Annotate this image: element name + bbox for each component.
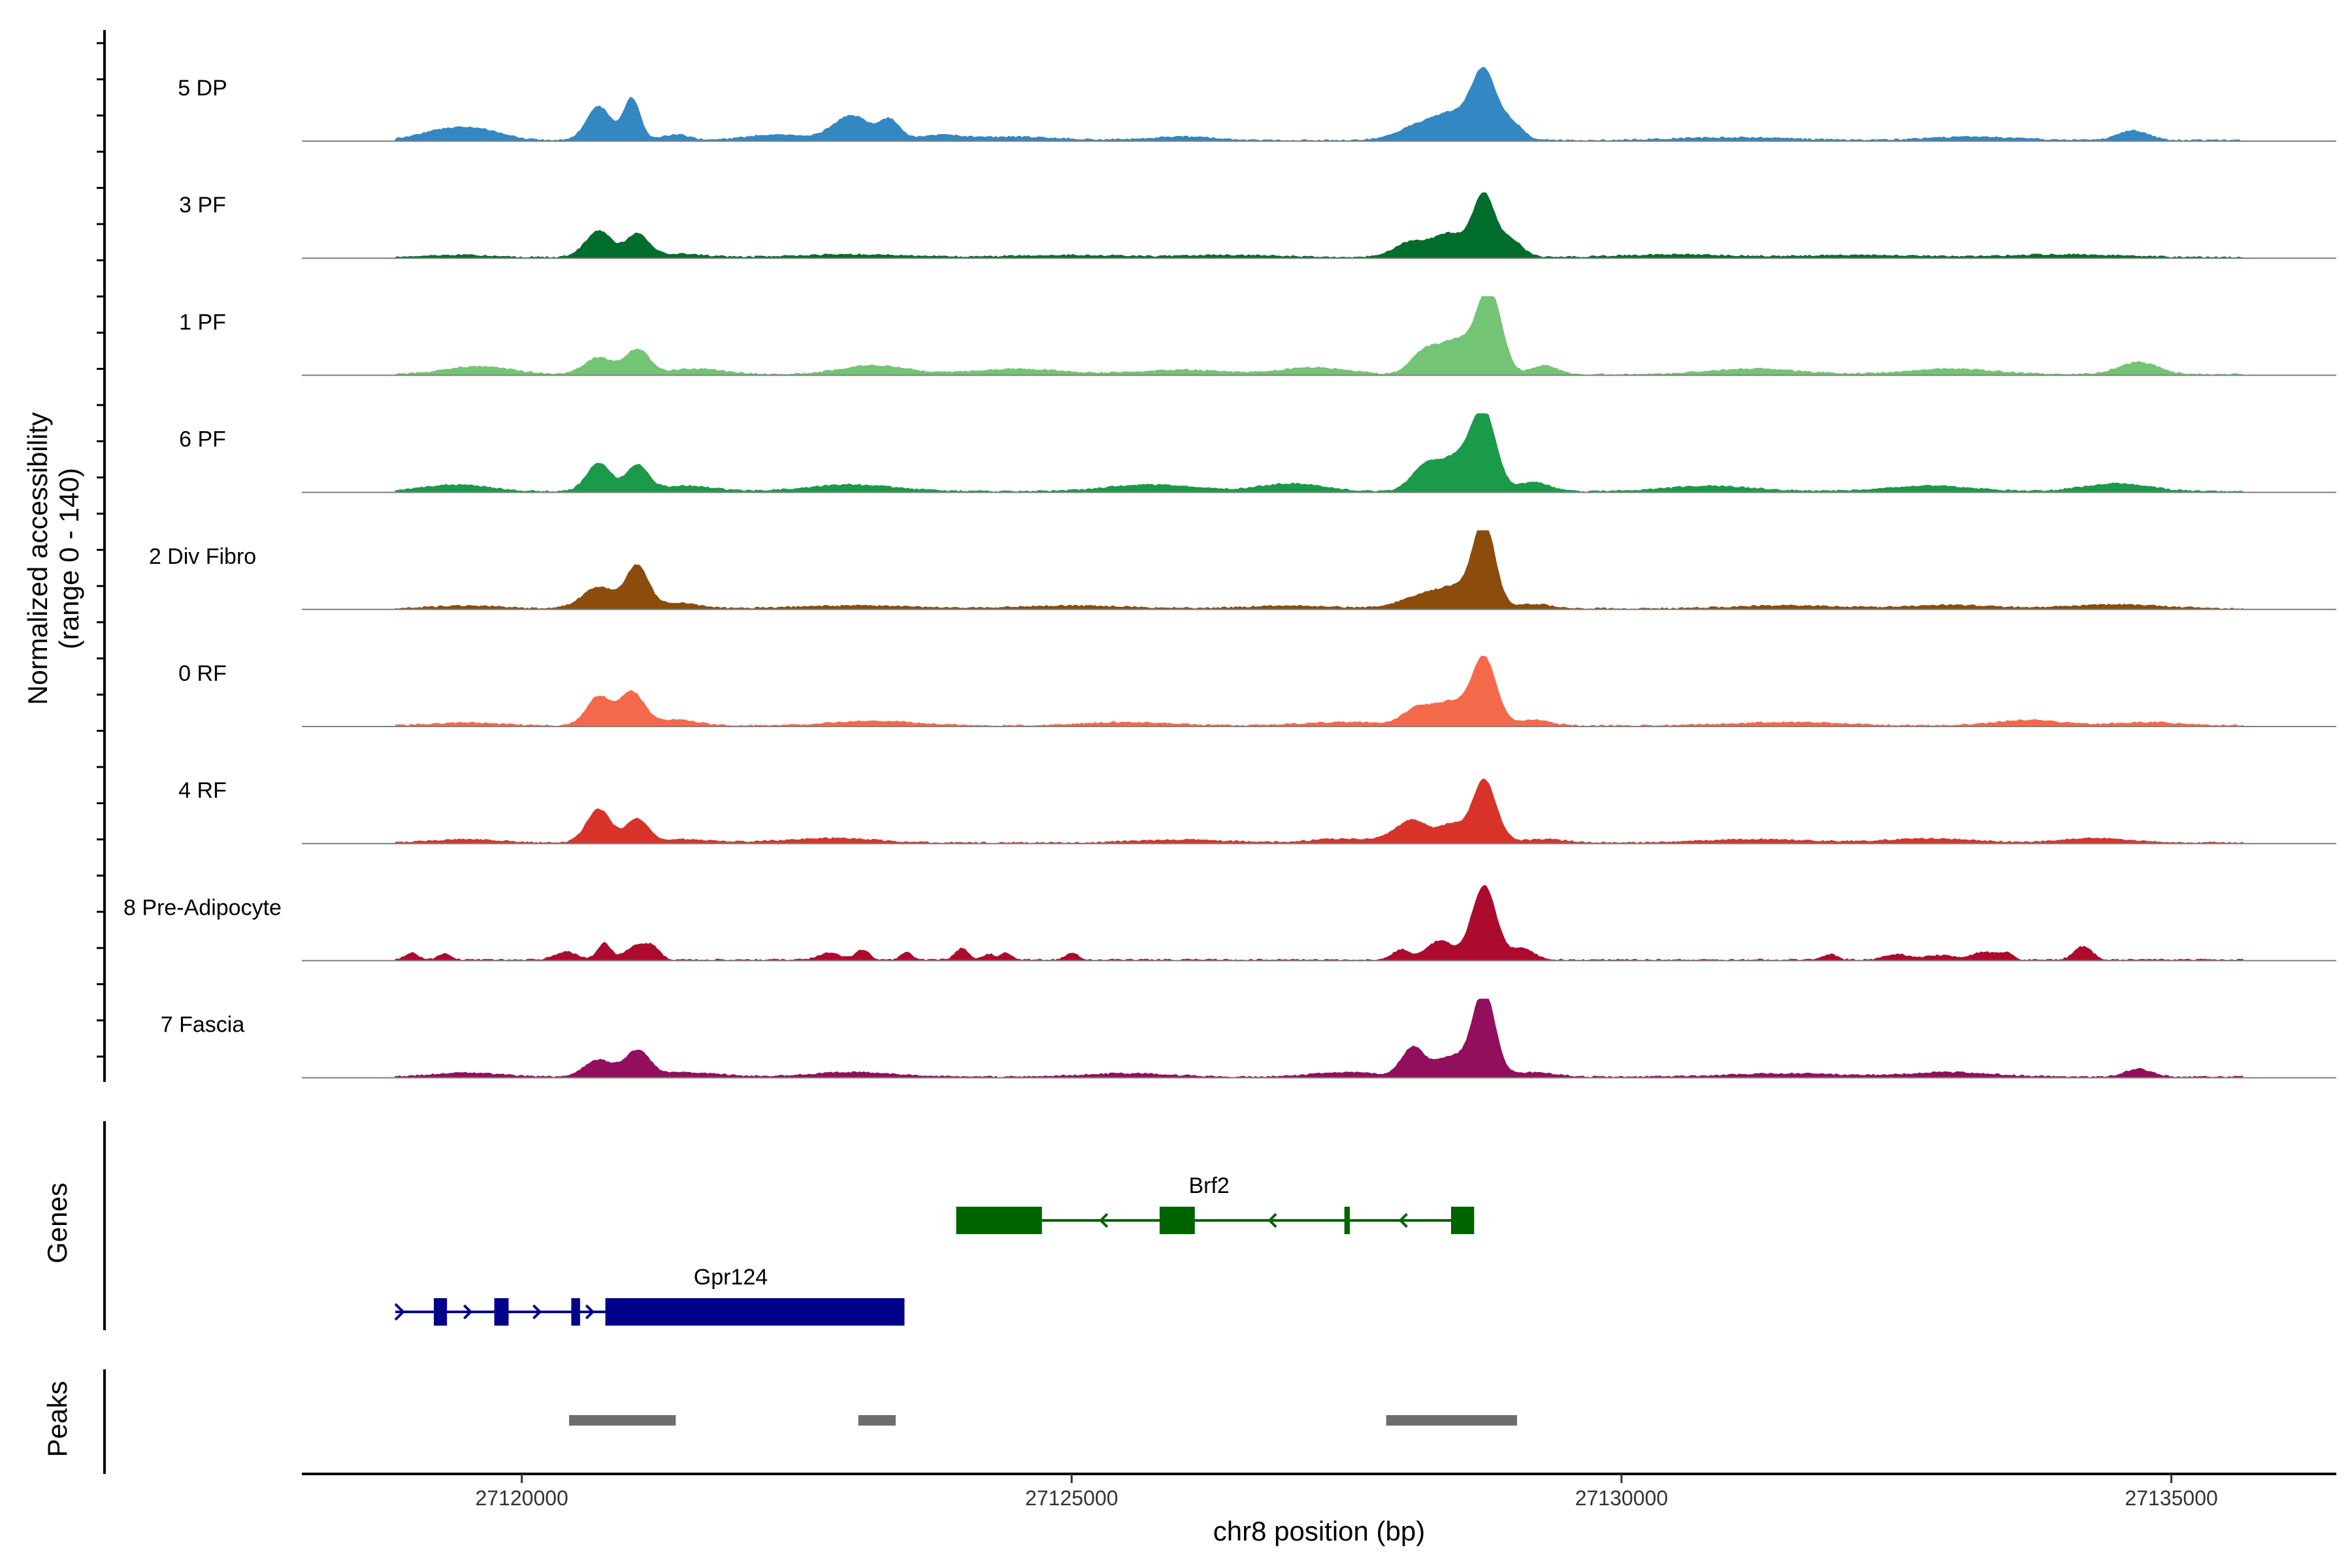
- gene-label: Gpr124: [694, 1265, 768, 1290]
- coverage-track: 3 PF: [179, 192, 2336, 259]
- gene-exon: [571, 1298, 580, 1326]
- genes-panel: Brf2 Gpr124: [394, 1173, 1475, 1326]
- strand-arrow: [1398, 1213, 1408, 1228]
- strand-arrow: [1099, 1213, 1109, 1228]
- x-axis-title: chr8 position (bp): [1213, 1516, 1426, 1546]
- coverage-area: [395, 998, 2244, 1079]
- coverage-track: 6 PF: [179, 413, 2336, 493]
- track-label: 1 PF: [179, 310, 226, 335]
- coverage-y-axis-ticks: [97, 42, 105, 1058]
- coverage-area: [395, 778, 2244, 844]
- gene-exon: [494, 1298, 509, 1326]
- x-tick-label: 27130000: [1575, 1486, 1668, 1510]
- x-tick-label: 27125000: [1025, 1486, 1118, 1510]
- track-label: 8 Pre-Adipocyte: [123, 895, 282, 920]
- peaks-panel: [569, 1415, 1517, 1426]
- track-label: 6 PF: [179, 427, 226, 452]
- peak-region: [569, 1415, 676, 1426]
- coverage-track: 4 RF: [178, 778, 2336, 845]
- gene-brf2: Brf2: [956, 1173, 1475, 1234]
- coverage-area: [395, 67, 2244, 142]
- coverage-track: 7 Fascia: [161, 998, 2336, 1079]
- gene-exon: [433, 1298, 448, 1326]
- strand-arrow: [1267, 1213, 1277, 1228]
- coverage-area: [395, 530, 2244, 610]
- genes-panel-title: Genes: [42, 1183, 73, 1264]
- gene-exon: [1159, 1207, 1195, 1234]
- coverage-track: 2 Div Fibro: [149, 530, 2336, 610]
- gene-exon: [956, 1207, 1042, 1234]
- peaks-panel-title: Peaks: [42, 1381, 73, 1458]
- coverage-area: [395, 655, 2244, 727]
- track-label: 4 RF: [178, 778, 227, 803]
- coverage-track: 5 DP: [178, 67, 2336, 142]
- coverage-track: 1 PF: [179, 296, 2336, 376]
- x-axis-ticks: 27120000 27125000 27130000 27135000: [475, 1474, 2218, 1510]
- strand-arrow: [394, 1303, 405, 1321]
- strand-arrow: [585, 1304, 595, 1320]
- gene-exon: [1450, 1207, 1475, 1234]
- strand-arrow: [532, 1304, 542, 1320]
- track-label: 2 Div Fibro: [149, 544, 256, 569]
- coverage-area: [395, 192, 2244, 259]
- y-axis-title-line2: (range 0 - 140): [54, 468, 84, 649]
- gene-exon: [1344, 1207, 1350, 1234]
- coverage-track: 0 RF: [178, 655, 2336, 727]
- x-tick-label: 27135000: [2125, 1486, 2217, 1510]
- coverage-tracks: 5 DP 3 PF 1 PF 6 PF 2 Div Fibro 0 RF 4 RF 8 Pre…: [123, 67, 2336, 1079]
- gene-label: Brf2: [1188, 1173, 1229, 1198]
- track-label: 0 RF: [178, 661, 227, 686]
- track-label: 7 Fascia: [161, 1013, 245, 1037]
- strand-arrow: [463, 1304, 473, 1320]
- peak-region: [1386, 1415, 1517, 1426]
- coverage-area: [395, 413, 2244, 493]
- coverage-track: 8 Pre-Adipocyte: [123, 885, 2336, 962]
- gene-gpr124: Gpr124: [394, 1265, 905, 1326]
- coverage-area: [395, 296, 2244, 376]
- gene-exon: [605, 1298, 905, 1326]
- peak-region: [858, 1415, 896, 1426]
- track-label: 5 DP: [178, 76, 227, 101]
- track-label: 3 PF: [179, 193, 226, 218]
- y-axis-title-line1: Normalized accessibility: [22, 412, 53, 705]
- x-tick-label: 27120000: [475, 1486, 568, 1510]
